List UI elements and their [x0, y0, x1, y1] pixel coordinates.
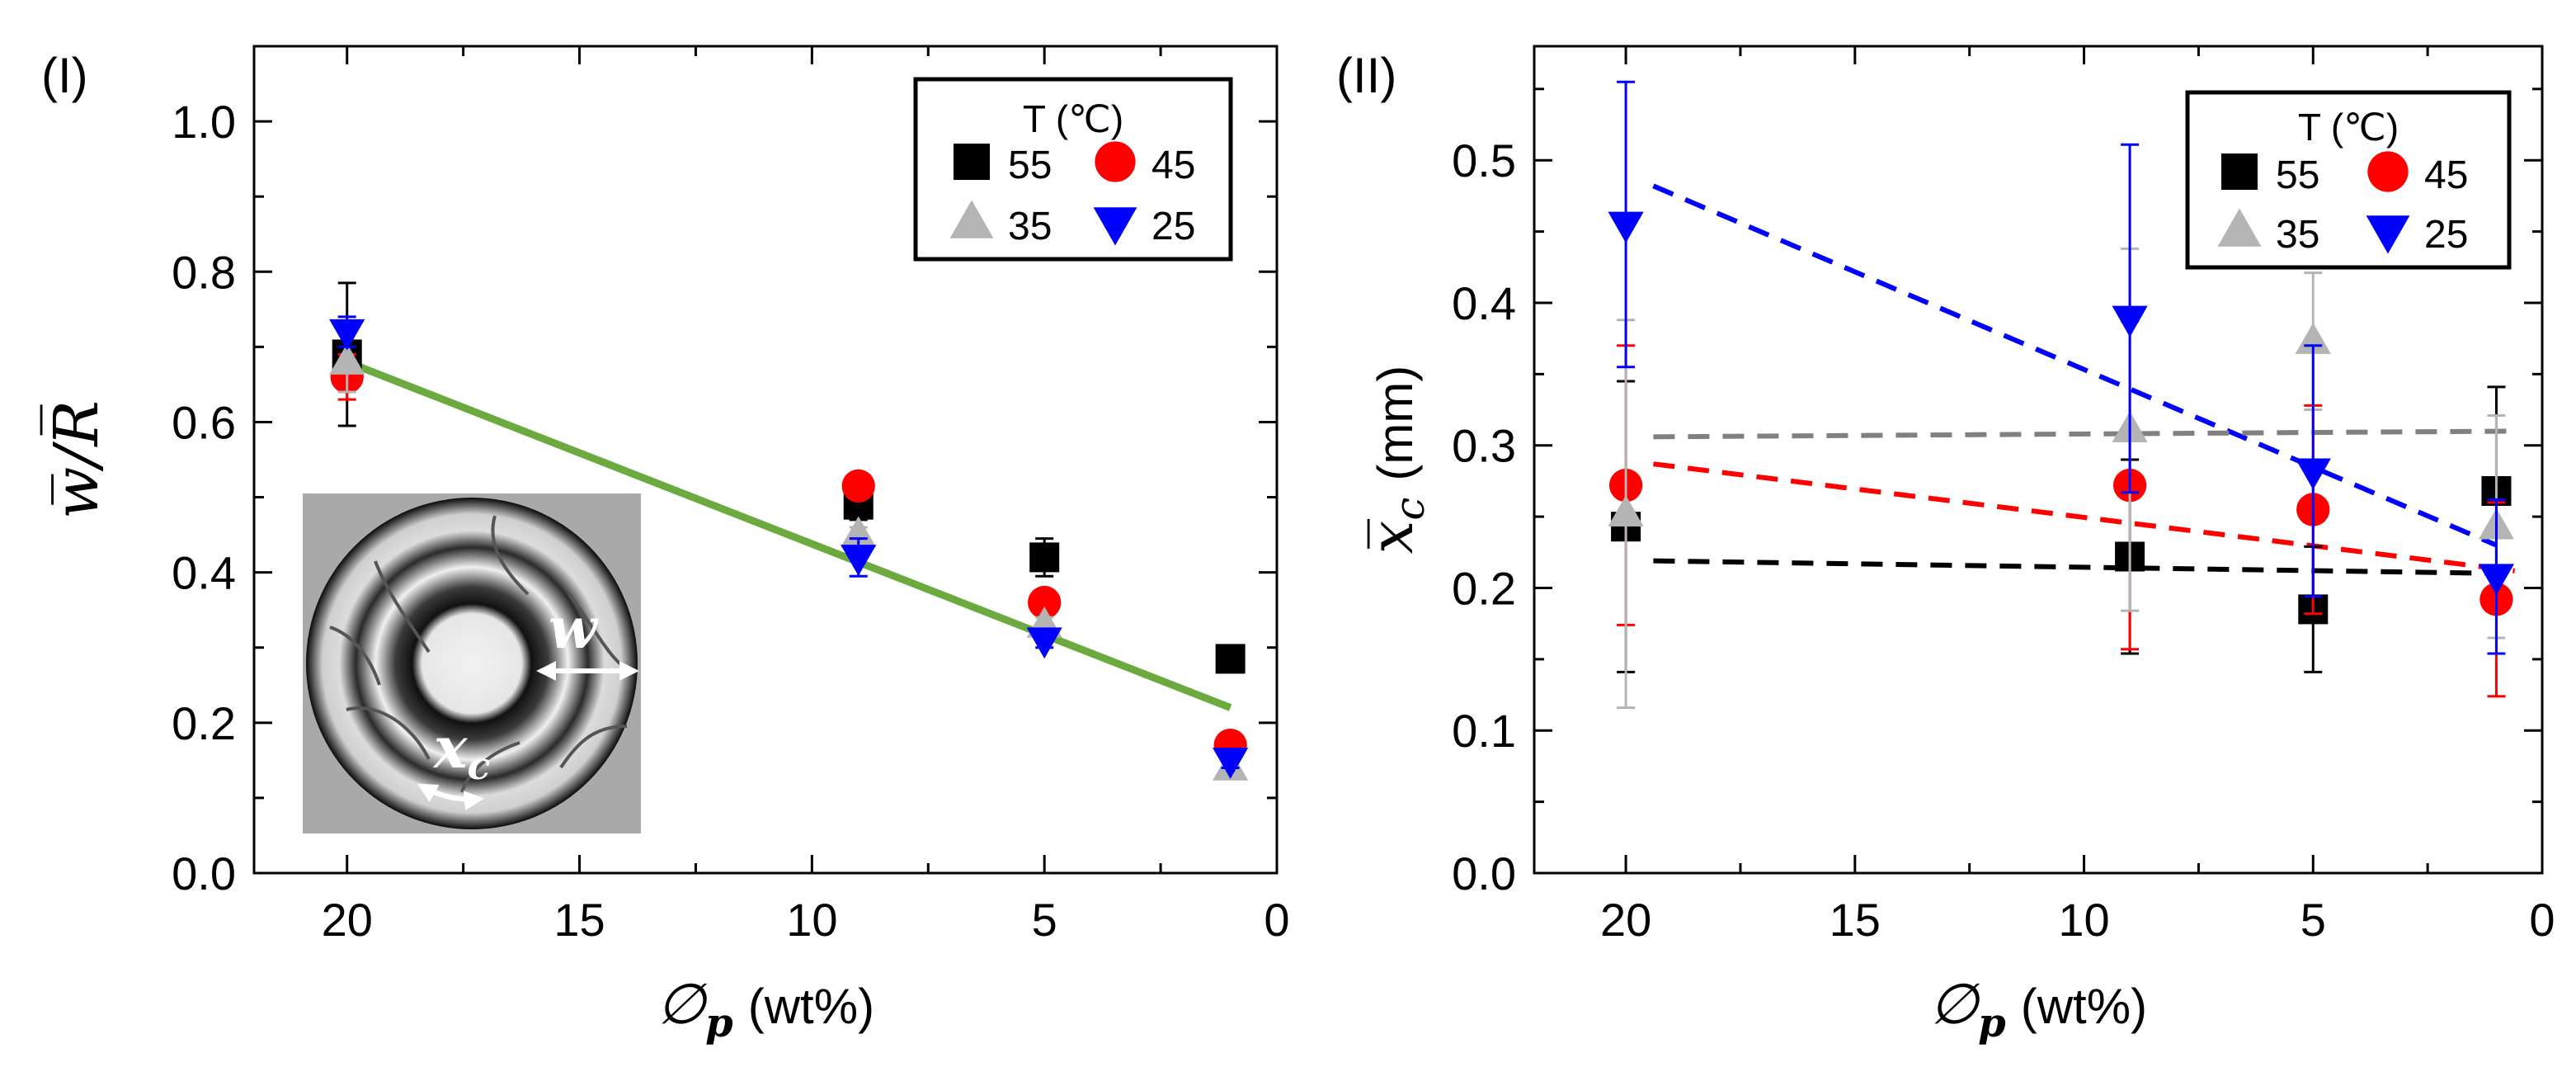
- legend-entry-45: 45: [2367, 151, 2468, 197]
- x-tick-label: 10: [2058, 894, 2109, 946]
- data-point: [841, 545, 877, 576]
- data-points-left: [329, 281, 1249, 781]
- inset-photo: w xc: [303, 493, 641, 833]
- x-tick-label: 5: [2301, 894, 2326, 946]
- x-tick-label: 20: [1600, 894, 1651, 946]
- y-axis-label-left: w̅/R̅: [40, 400, 112, 519]
- y-tick-label: 0.8: [172, 246, 236, 298]
- y-tick-label: 0.3: [1452, 420, 1516, 472]
- legend-entry-35: 35: [949, 200, 1052, 248]
- y-tick-label: 0.0: [172, 847, 236, 899]
- legend-marker: [1095, 141, 1136, 182]
- y-tick-label: 0.4: [1452, 277, 1516, 329]
- fit-line-35: [1653, 428, 2515, 440]
- series-25: [329, 315, 1249, 779]
- data-point: [1608, 211, 1644, 243]
- x-tick-label: 20: [322, 894, 373, 946]
- panel-left: (I) 0.0 0.2 0.4 0.6 0.8 1.0 20 15 10 5 0 w xc: [40, 45, 1290, 1046]
- fit-line-trend: [346, 358, 1232, 711]
- legend-right: T (℃) 55 45 35 25: [2185, 90, 2512, 270]
- y-tick-label: 0.1: [1452, 705, 1516, 757]
- plot-frame-right: [1533, 45, 2544, 875]
- series-35: [1608, 247, 2515, 710]
- legend-marker: [2221, 153, 2258, 190]
- x-axis-label-right: ∅p (wt%): [1929, 972, 2147, 1046]
- data-point: [1029, 542, 1060, 573]
- legend-label: 55: [2276, 153, 2319, 197]
- fit-lines-right: [1652, 183, 2516, 577]
- legend-label: 45: [2424, 153, 2468, 197]
- legend-marker: [2217, 208, 2262, 247]
- x-tick-label: 15: [1830, 894, 1881, 946]
- legend-label: 25: [1151, 205, 1195, 248]
- data-points-right: [1608, 80, 2515, 710]
- legend-entry-55: 55: [2221, 153, 2319, 197]
- legend-entry-55: 55: [954, 144, 1052, 187]
- inset-xc-label: xc: [432, 715, 491, 788]
- data-point: [2295, 458, 2331, 490]
- y-tick-label: 0.2: [172, 697, 236, 749]
- inset-w-label: w: [549, 596, 599, 662]
- panel-label-left: (I): [41, 48, 88, 103]
- data-point: [2112, 305, 2148, 338]
- data-point: [329, 319, 365, 351]
- legend-marker: [2366, 215, 2410, 254]
- data-point: [2478, 564, 2515, 596]
- fit-line-55: [1653, 558, 2515, 577]
- xc-arrow: [417, 783, 484, 810]
- legend-label: 35: [2276, 213, 2319, 257]
- fit-lines-left: [346, 358, 1232, 711]
- y-tick-label: 0.0: [1452, 847, 1516, 899]
- y-tick-label: 0.4: [172, 547, 236, 599]
- x-tick-label: 15: [553, 894, 605, 946]
- series-25: [1608, 80, 2515, 655]
- legend-entry-25: 25: [2366, 213, 2468, 257]
- x-tick-label: 5: [1032, 894, 1057, 946]
- series-55: [1611, 380, 2512, 673]
- series-45: [1608, 319, 2513, 698]
- panel-right: (II) 0.0 0.1 0.2 0.3 0.4 0.5 20 15 10 5 0 T (℃) 55…: [1336, 45, 2555, 1046]
- data-point: [1026, 627, 1062, 659]
- data-point: [329, 343, 365, 375]
- legend-title: T (℃): [1023, 97, 1123, 140]
- fit-line-45: [1653, 461, 2516, 574]
- axes-ticks-left: 0.0 0.2 0.4 0.6 0.8 1.0 20 15 10 5 0: [172, 45, 1290, 946]
- legend-marker: [1093, 207, 1137, 246]
- x-axis-label-left: ∅p (wt%): [657, 972, 874, 1046]
- x-tick-label: 0: [2529, 894, 2555, 946]
- droplet-deposit: [306, 498, 638, 829]
- data-point: [1215, 644, 1246, 674]
- x-tick-label: 0: [1264, 894, 1289, 946]
- panel-label-right: (II): [1336, 48, 1396, 103]
- legend-label: 55: [1008, 144, 1052, 187]
- data-point: [1608, 495, 1644, 526]
- y-tick-label: 0.5: [1452, 135, 1516, 186]
- plot-frame-left: [252, 45, 1279, 875]
- data-point: [841, 469, 875, 503]
- legend-marker: [954, 144, 990, 180]
- data-point: [1028, 585, 1062, 620]
- y-axis-label-right: x̅c(mm): [1357, 366, 1434, 555]
- y-tick-label: 0.2: [1452, 562, 1516, 614]
- legend-entry-35: 35: [2217, 208, 2319, 257]
- fit-line-25: [1652, 183, 2498, 548]
- legend-label: 25: [2424, 213, 2468, 257]
- data-point: [1213, 748, 1249, 779]
- legend-entry-25: 25: [1093, 205, 1195, 248]
- legend-label: 35: [1008, 205, 1052, 248]
- legend-label: 45: [1151, 144, 1195, 187]
- legend-marker: [949, 200, 994, 238]
- axes-ticks-right: 0.0 0.1 0.2 0.3 0.4 0.5 20 15 10 5 0: [1452, 46, 2555, 946]
- y-tick-label: 1.0: [172, 96, 236, 148]
- y-tick-label: 0.6: [172, 396, 236, 448]
- x-tick-label: 10: [786, 894, 837, 946]
- legend-marker: [2367, 151, 2409, 192]
- legend-title: T (℃): [2298, 106, 2399, 149]
- legend-entry-45: 45: [1095, 141, 1195, 187]
- legend-left: T (℃) 55 45 35 25: [913, 77, 1233, 262]
